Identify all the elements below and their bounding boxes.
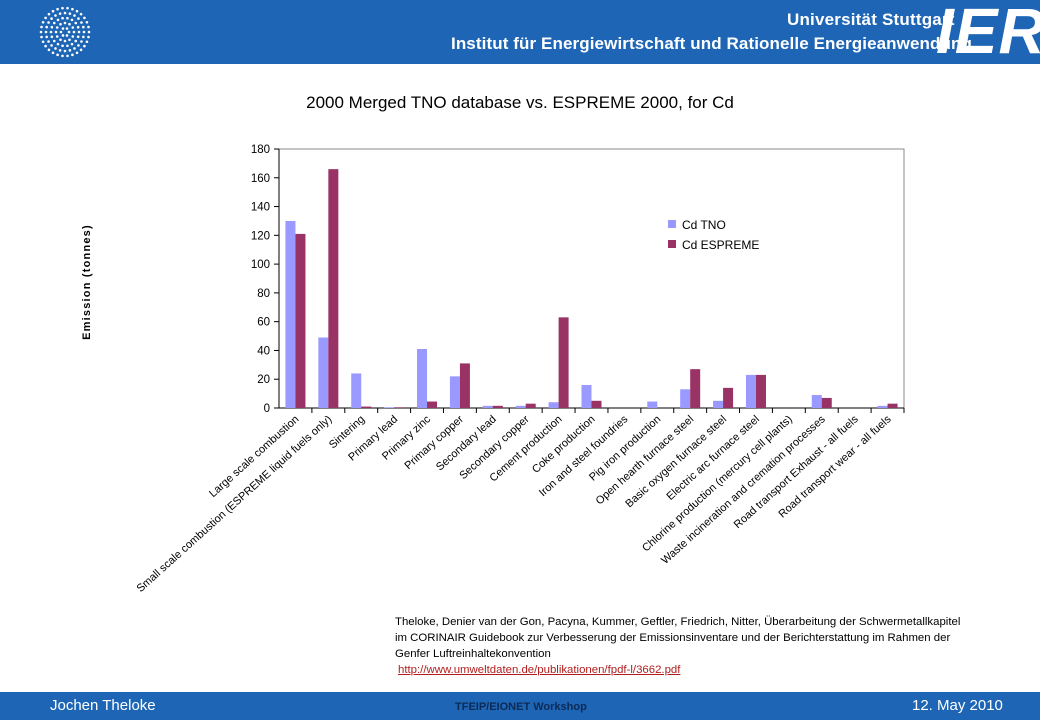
- bar-tno: [877, 405, 888, 408]
- legend-swatch: [668, 240, 676, 248]
- bar-tno: [811, 395, 822, 408]
- bar-tno: [680, 389, 691, 408]
- bar-tno: [482, 405, 493, 408]
- bar-tno: [351, 373, 362, 408]
- bar-tno: [318, 337, 329, 408]
- bar-tno: [713, 400, 724, 408]
- bar-espreme: [887, 403, 898, 408]
- footer-event: TFEIP/EIONET Workshop: [455, 701, 587, 713]
- bar-tno: [745, 374, 756, 408]
- university-emblem-icon: [39, 6, 91, 58]
- y-tick-label: 40: [257, 345, 270, 357]
- bar-espreme: [492, 405, 503, 408]
- bar-tno: [417, 349, 428, 408]
- y-tick-label: 80: [257, 288, 270, 300]
- bar-espreme: [459, 363, 470, 408]
- header-bar: Universität Stuttgart Institut für Energ…: [0, 0, 1040, 67]
- bar-espreme: [295, 233, 306, 408]
- citation: Theloke, Denier van der Gon, Pacyna, Kum…: [395, 614, 975, 678]
- y-tick-label: 180: [251, 144, 270, 156]
- footer-author: Jochen Theloke: [50, 697, 156, 714]
- citation-text: Theloke, Denier van der Gon, Pacyna, Kum…: [395, 616, 961, 660]
- y-tick-label: 0: [264, 403, 270, 415]
- bar-espreme: [690, 369, 701, 408]
- citation-link[interactable]: http://www.umweltdaten.de/publikationen/…: [398, 664, 681, 676]
- university-name: Universität Stuttgart: [787, 10, 955, 29]
- bar-espreme: [591, 400, 602, 408]
- y-tick-label: 140: [251, 202, 270, 214]
- y-tick-label: 60: [257, 317, 270, 329]
- bar-espreme: [723, 387, 734, 408]
- x-tick-label: Small scale combustion (ESPREME liquid f…: [135, 413, 335, 595]
- bar-tno: [384, 407, 395, 408]
- bar-espreme: [821, 397, 832, 408]
- footer-bar: Jochen Theloke TFEIP/EIONET Workshop 12.…: [0, 692, 1040, 720]
- bar-espreme: [394, 407, 405, 408]
- ier-logo: IER: [936, 0, 1040, 67]
- chart-title: 2000 Merged TNO database vs. ESPREME 200…: [306, 93, 734, 112]
- bar-espreme: [361, 406, 372, 408]
- legend-label: Cd ESPREME: [682, 238, 759, 252]
- bar-espreme: [558, 317, 569, 408]
- y-tick-label: 120: [251, 230, 270, 242]
- bar-espreme: [525, 403, 536, 408]
- bar-tno: [647, 401, 658, 408]
- institute-name: Institut für Energiewirtschaft und Ratio…: [451, 34, 972, 53]
- y-tick-label: 20: [257, 374, 270, 386]
- y-tick-label: 100: [251, 259, 270, 271]
- legend-swatch: [668, 220, 676, 228]
- legend-label: Cd TNO: [682, 218, 726, 232]
- footer-date: 12. May 2010: [912, 697, 1003, 714]
- bar-tno: [515, 405, 526, 408]
- bar-espreme: [755, 374, 766, 408]
- bar-tno: [548, 402, 559, 408]
- plot-area: [278, 148, 905, 409]
- bar-tno: [581, 384, 592, 408]
- bar-tno: [285, 220, 296, 408]
- bar-tno: [449, 376, 460, 408]
- bar-espreme: [427, 401, 438, 408]
- bar-espreme: [328, 169, 339, 408]
- y-tick-label: 160: [251, 173, 270, 185]
